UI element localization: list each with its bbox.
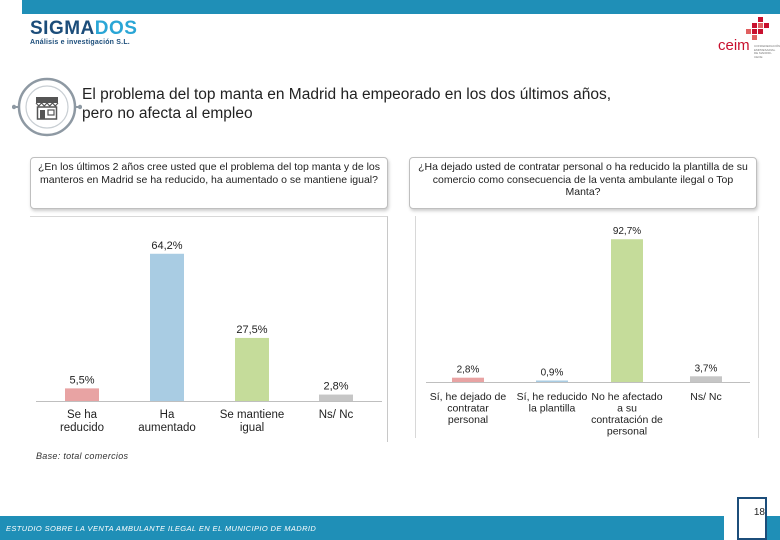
sigmados-logo: SIGMADOS Análisis e investigación S.L. (30, 19, 137, 47)
data-label-0: 2,8% (457, 365, 480, 376)
category-label-0: Se ha (67, 409, 98, 421)
question-box-2: ¿Ha dejado usted de contratar personal o… (409, 157, 757, 209)
chart-employment-svg: 2,8%Sí, he dejado decontratarpersonal0,9… (426, 226, 750, 438)
title-line-2: pero no afecta al empleo (82, 105, 253, 122)
category-label-1: aumentado (138, 422, 196, 434)
bar-1 (536, 380, 568, 382)
title-line-1: El problema del top manta en Madrid ha e… (82, 86, 612, 103)
logo-word-2: DOS (94, 18, 138, 39)
page-number: 18 (753, 507, 765, 518)
category-label-2: personal (607, 426, 647, 438)
category-label-2: Se mantiene (220, 409, 285, 421)
category-label-2: igual (240, 422, 264, 434)
ceim-logo: ceim CONFEDERACIÓN EMPRESARIAL DE MADRID… (718, 17, 780, 67)
ceim-mosaic-square (746, 29, 751, 34)
category-label-3: Ns/ Nc (319, 409, 354, 421)
ceim-wordmark: ceim (718, 37, 750, 54)
bar-0 (452, 377, 484, 382)
bar-2 (611, 239, 643, 382)
data-label-1: 0,9% (541, 368, 564, 379)
category-label-1: Sí, he reducido (517, 391, 588, 403)
top-accent-bar (0, 0, 780, 14)
category-label-0: reducido (60, 422, 104, 434)
logo-word-1: SIGMA (30, 18, 95, 39)
chart-trend: 5,5% Se ha reducido 64,2% Ha aumentado 27,5% Se… (30, 216, 388, 442)
ceim-mosaic-square (764, 23, 769, 28)
storefront-icon (12, 77, 82, 137)
logo-subtitle: Análisis e investigación S.L. (30, 39, 130, 46)
category-label-2: a su (617, 403, 637, 415)
footer-bar (0, 516, 724, 540)
data-label-0: 5,5% (69, 374, 94, 386)
top-bar-notch (0, 0, 22, 14)
bar-2 (235, 337, 269, 401)
ceim-mosaic-square (758, 23, 763, 28)
data-label-1: 64,2% (151, 240, 182, 252)
bar-3 (690, 376, 722, 382)
category-label-0: Sí, he dejado de (430, 391, 507, 403)
ceim-mosaic-square (752, 23, 757, 28)
ceim-tagline: CONFEDERACIÓN EMPRESARIAL DE MADRID-CEOE (754, 44, 780, 59)
bar-1 (150, 253, 184, 401)
data-label-3: 3,7% (695, 363, 718, 374)
chart-employment: 2,8% Sí, he dejado de contratar personal 0,9… (415, 216, 759, 438)
category-label-3: Ns/ Nc (690, 391, 722, 403)
category-label-0: personal (448, 414, 488, 426)
footer-text: ESTUDIO SOBRE LA VENTA AMBULANTE ILEGAL … (6, 524, 317, 533)
category-label-2: contratación de (591, 414, 663, 426)
ceim-mosaic-square (758, 29, 763, 34)
ceim-mosaic-square (752, 35, 757, 40)
category-label-1: Ha (160, 409, 175, 421)
base-note: Base: total comercios (36, 451, 129, 461)
data-label-3: 2,8% (323, 381, 348, 393)
bar-3 (319, 394, 353, 401)
category-label-0: contratar (447, 403, 489, 415)
question-box-1: ¿En los últimos 2 años cree usted que el… (30, 157, 388, 209)
page-title: El problema del top manta en Madrid ha e… (82, 85, 762, 123)
data-label-2: 92,7% (613, 226, 641, 237)
page-number-box: 18 (737, 497, 767, 540)
data-label-2: 27,5% (236, 324, 267, 336)
category-label-1: la plantilla (529, 403, 576, 415)
ceim-mosaic-square (758, 17, 763, 22)
bar-0 (65, 388, 99, 401)
category-label-2: No he afectado (591, 391, 662, 403)
ceim-mosaic-square (752, 29, 757, 34)
logo-wordmark: SIGMADOS (30, 19, 137, 39)
